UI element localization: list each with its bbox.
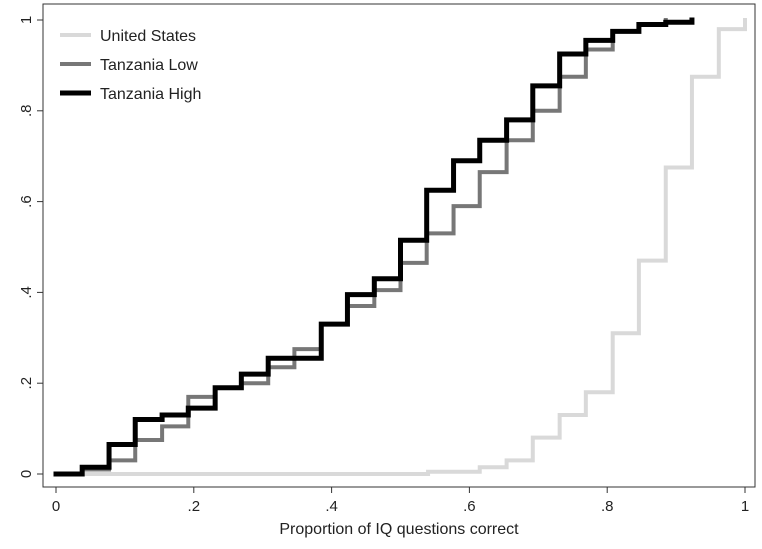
y-tick-label: 1 [18, 16, 35, 24]
series-line-tanzania-low [54, 18, 668, 476]
series-line-tanzania-high [53, 17, 695, 477]
series-layer [53, 17, 747, 477]
y-tick-label: 0 [18, 470, 35, 478]
x-tick-label: .8 [601, 498, 614, 515]
legend-label-united-states: United States [100, 28, 196, 45]
x-tick-label: 0 [52, 498, 60, 515]
series-line-united-states [54, 18, 747, 476]
legend: United States Tanzania Low Tanzania High [60, 28, 201, 103]
x-tick-label: .4 [325, 498, 338, 515]
legend-label-tanzania-low: Tanzania Low [100, 57, 198, 74]
y-tick-label: .6 [18, 195, 35, 208]
y-axis: 0 .2 .4 .6 .8 1 [18, 16, 44, 478]
x-tick-label: 1 [741, 498, 749, 515]
x-tick-label: .6 [463, 498, 476, 515]
y-tick-label: .4 [18, 286, 35, 299]
x-axis-title: Proportion of IQ questions correct [279, 521, 519, 538]
y-tick-label: .8 [18, 105, 35, 118]
x-tick-label: .2 [188, 498, 201, 515]
y-tick-label: .2 [18, 377, 35, 390]
x-axis: 0 .2 .4 .6 .8 1 [52, 486, 749, 515]
legend-label-tanzania-high: Tanzania High [100, 86, 201, 103]
